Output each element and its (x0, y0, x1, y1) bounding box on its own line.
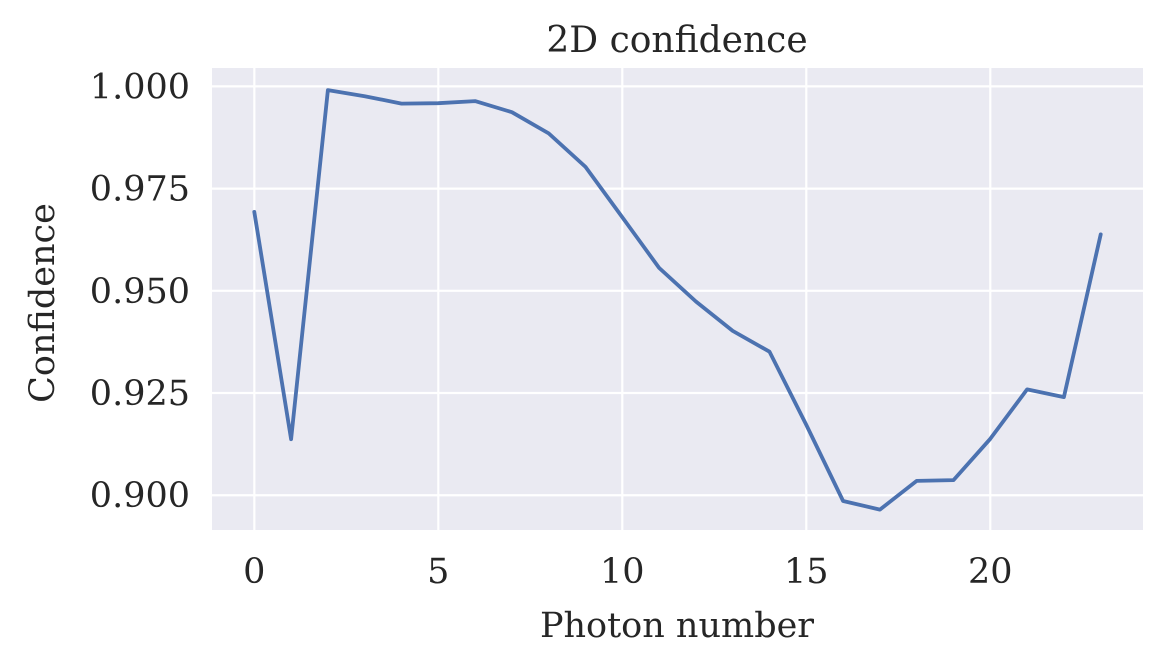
x-tick-label: 10 (600, 552, 645, 592)
y-axis-label: Confidence (23, 203, 63, 403)
grid-lines (212, 68, 1143, 530)
x-tick-label: 20 (968, 552, 1013, 592)
series-line (252, 88, 1103, 512)
x-tick-labels: 0 5 10 15 20 (243, 552, 1012, 592)
y-tick-label: 0.900 (90, 476, 190, 516)
y-tick-labels: 0.900 0.925 0.950 0.975 1.000 (90, 67, 190, 516)
plot-background (212, 68, 1143, 530)
chart-title: 2D confidence (546, 20, 807, 61)
y-tick-label: 0.950 (90, 272, 190, 312)
series-layer (252, 88, 1103, 512)
x-tick-label: 15 (784, 552, 829, 592)
x-tick-label: 5 (427, 552, 449, 592)
y-tick-label: 0.925 (90, 374, 190, 414)
y-tick-label: 0.975 (90, 170, 190, 210)
x-axis-label: Photon number (540, 606, 814, 646)
x-tick-label: 0 (243, 552, 265, 592)
y-tick-label: 1.000 (90, 67, 190, 107)
